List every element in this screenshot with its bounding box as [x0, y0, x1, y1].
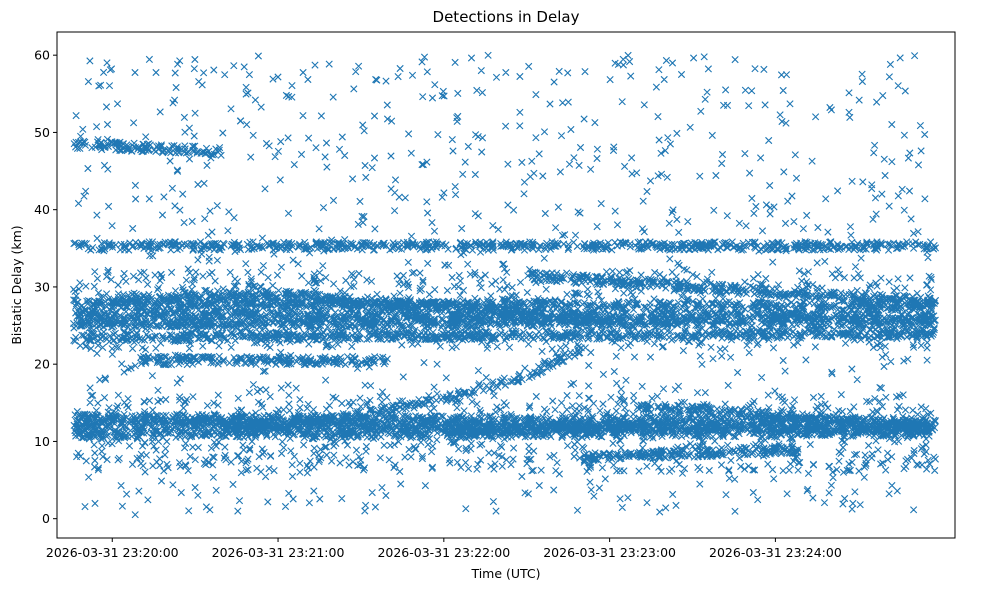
y-tick-label: 50: [34, 125, 50, 140]
x-tick-label: 2026-03-31 23:20:00: [46, 545, 179, 560]
x-tick-label: 2026-03-31 23:21:00: [212, 545, 345, 560]
y-tick-label: 20: [34, 357, 50, 372]
plot-frame: [56, 31, 956, 539]
x-tick-label: 2026-03-31 23:22:00: [377, 545, 510, 560]
scatter-markers: [70, 51, 940, 519]
y-axis: 0 10 20 30 40 50 60: [34, 48, 57, 526]
y-tick-label: 0: [42, 511, 50, 526]
chart-title: Detections in Delay: [433, 8, 580, 26]
y-axis-label: Bistatic Delay (km): [9, 225, 24, 344]
x-tick-label: 2026-03-31 23:24:00: [709, 545, 842, 560]
y-tick-label: 10: [34, 434, 50, 449]
y-tick-label: 40: [34, 202, 50, 217]
y-tick-label: 60: [34, 48, 50, 63]
data-points: [70, 51, 940, 519]
x-axis-label: Time (UTC): [470, 566, 540, 581]
x-tick-label: 2026-03-31 23:23:00: [543, 545, 676, 560]
y-tick-label: 30: [34, 279, 50, 294]
x-axis: 2026-03-31 23:20:00 2026-03-31 23:21:00 20…: [46, 538, 842, 560]
